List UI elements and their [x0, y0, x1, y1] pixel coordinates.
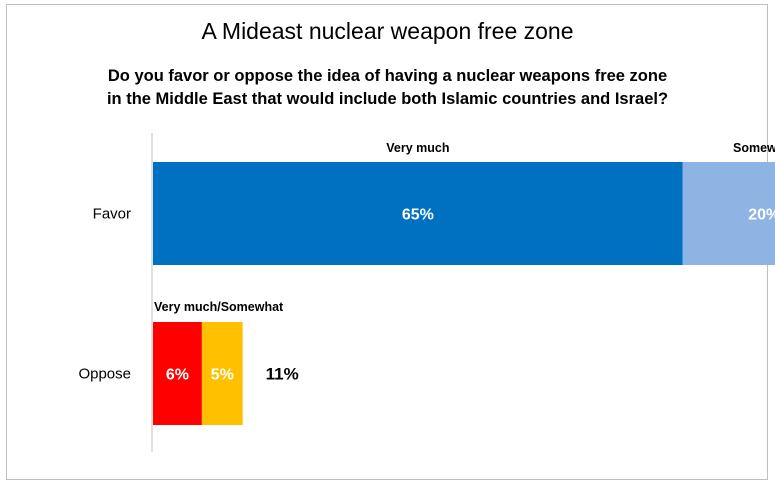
total-label-oppose: 11%: [266, 365, 299, 384]
segment-header-favor-1: Somewhat: [733, 141, 775, 155]
category-label-oppose: Oppose: [78, 366, 131, 383]
chart-title: A Mideast nuclear weapon free zone: [201, 18, 574, 44]
bar-favor-somewhat: [682, 162, 775, 265]
data-label-favor-somewhat: 20%: [748, 207, 775, 224]
category-label-favor: Favor: [93, 206, 131, 223]
segment-header-oppose: Very much/Somewhat: [154, 300, 284, 314]
data-label-favor-very-much: 65%: [402, 207, 434, 224]
subtitle-line-2: in the Middle East that would include bo…: [106, 90, 669, 108]
data-label-oppose-somewhat: 5%: [211, 367, 234, 384]
data-label-oppose-very-much: 6%: [166, 367, 189, 384]
chart-subtitle: Do you favor or oppose the idea of havin…: [60, 65, 715, 111]
bar-favor-very-much: [153, 162, 683, 265]
bar-oppose-very-much: [153, 322, 202, 425]
subtitle-line-1: Do you favor or oppose the idea of havin…: [107, 67, 668, 85]
segment-header-favor-0: Very much: [386, 141, 449, 155]
bar-oppose-somewhat: [201, 322, 243, 425]
